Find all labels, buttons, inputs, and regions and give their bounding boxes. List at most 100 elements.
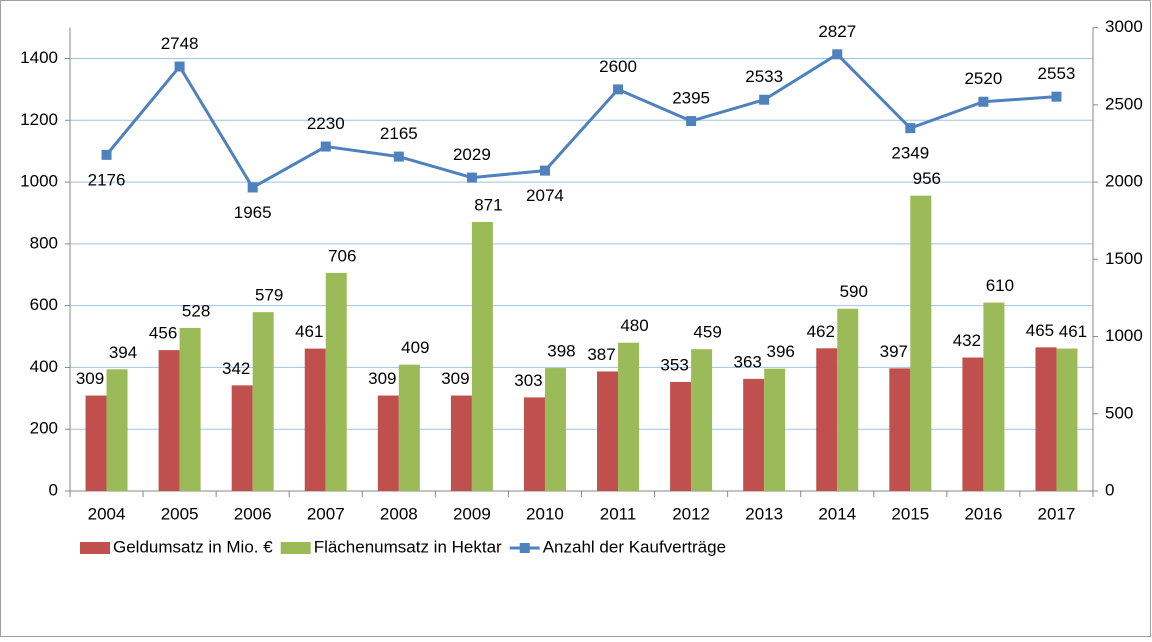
bar: [743, 378, 765, 491]
line-label: 1965: [234, 203, 272, 222]
bar: [544, 368, 566, 491]
y2-tick-label: 1500: [1105, 249, 1143, 268]
bar-label: 309: [76, 369, 104, 388]
x-tick-label: 2012: [672, 504, 710, 523]
bar: [889, 368, 911, 491]
bar-label: 394: [109, 343, 137, 362]
bar-label: 610: [986, 276, 1014, 295]
bar-label: 459: [693, 323, 721, 342]
bar-label: 309: [368, 369, 396, 388]
y-tick-label: 1200: [20, 110, 58, 129]
bar-label: 353: [660, 355, 688, 374]
bar-label: 398: [547, 342, 575, 361]
bar-label: 956: [913, 169, 941, 188]
legend-label: Geldumsatz in Mio. €: [113, 537, 273, 556]
bar: [252, 312, 274, 491]
bar-label: 456: [149, 324, 177, 343]
legend-label: Flächenumsatz in Hektar: [314, 537, 502, 556]
bar-label: 465: [1026, 321, 1054, 340]
x-tick-label: 2008: [380, 504, 418, 523]
bar: [450, 395, 472, 491]
bar: [670, 381, 692, 491]
x-tick-label: 2004: [88, 504, 126, 523]
line-marker: [247, 182, 258, 193]
bar: [962, 357, 984, 491]
bar: [691, 349, 713, 491]
bar-label: 387: [587, 345, 615, 364]
bar-label: 706: [328, 246, 356, 265]
line-label: 2520: [964, 69, 1002, 88]
y-tick-label: 400: [30, 357, 58, 376]
bar: [377, 395, 399, 491]
line-label: 2600: [599, 57, 637, 76]
line-marker: [613, 84, 624, 95]
legend-swatch: [519, 543, 530, 553]
bar: [1056, 348, 1078, 491]
line-marker: [320, 141, 331, 152]
bar: [179, 327, 201, 491]
line-label: 2176: [88, 170, 126, 189]
line-label: 2165: [380, 124, 418, 143]
line-label: 2827: [818, 22, 856, 41]
x-tick-label: 2015: [891, 504, 929, 523]
line-marker: [978, 96, 989, 107]
y-tick-label: 800: [30, 233, 58, 252]
bar-label: 396: [766, 342, 794, 361]
bar: [471, 221, 493, 491]
bar: [618, 342, 640, 491]
bar: [325, 272, 347, 491]
x-tick-label: 2014: [818, 504, 856, 523]
line-marker: [905, 123, 916, 134]
bar: [910, 195, 932, 491]
bar: [304, 348, 326, 491]
line-marker: [466, 172, 477, 183]
line-label: 2553: [1038, 64, 1076, 83]
y2-tick-label: 2500: [1105, 94, 1143, 113]
bar-label: 480: [620, 316, 648, 335]
x-tick-label: 2007: [307, 504, 345, 523]
line-marker: [101, 149, 112, 160]
bar-label: 303: [514, 371, 542, 390]
line-label: 2748: [161, 34, 199, 53]
line-label: 2230: [307, 114, 345, 133]
line: [105, 52, 1057, 190]
bar: [837, 308, 859, 491]
bar-label: 409: [401, 338, 429, 357]
y-tick-label: 200: [30, 419, 58, 438]
x-tick-label: 2006: [234, 504, 272, 523]
y2-tick-label: 0: [1105, 480, 1114, 499]
x-tick-label: 2016: [964, 504, 1002, 523]
line-marker: [1051, 91, 1062, 102]
line-marker: [539, 165, 550, 176]
legend-swatch: [280, 542, 311, 554]
bar: [1035, 347, 1057, 491]
bar: [106, 369, 128, 491]
line-label: 2349: [891, 144, 929, 163]
bar: [597, 371, 619, 491]
x-tick-label: 2005: [161, 504, 199, 523]
line-marker: [832, 49, 843, 60]
line-label: 2029: [453, 145, 491, 164]
line-marker: [393, 151, 404, 162]
y-tick-label: 600: [30, 295, 58, 314]
bar-label: 461: [295, 322, 323, 341]
bar-label: 309: [441, 369, 469, 388]
x-tick-label: 2009: [453, 504, 491, 523]
bar-label: 461: [1059, 322, 1087, 341]
line-label: 2074: [526, 186, 564, 205]
bar: [231, 385, 253, 491]
x-tick-label: 2011: [600, 504, 637, 523]
y2-tick-label: 3000: [1105, 17, 1143, 36]
line-label: 2533: [745, 67, 783, 86]
bar: [983, 302, 1005, 491]
legend-label: Anzahl der Kaufverträge: [543, 537, 726, 556]
bar: [523, 397, 545, 491]
x-tick-label: 2017: [1038, 504, 1076, 523]
y2-tick-label: 500: [1105, 403, 1133, 422]
bar: [398, 364, 420, 491]
bar-label: 528: [182, 301, 210, 320]
y-tick-label: 0: [49, 480, 58, 499]
x-tick-label: 2010: [526, 504, 564, 523]
bar-label: 462: [807, 322, 835, 341]
